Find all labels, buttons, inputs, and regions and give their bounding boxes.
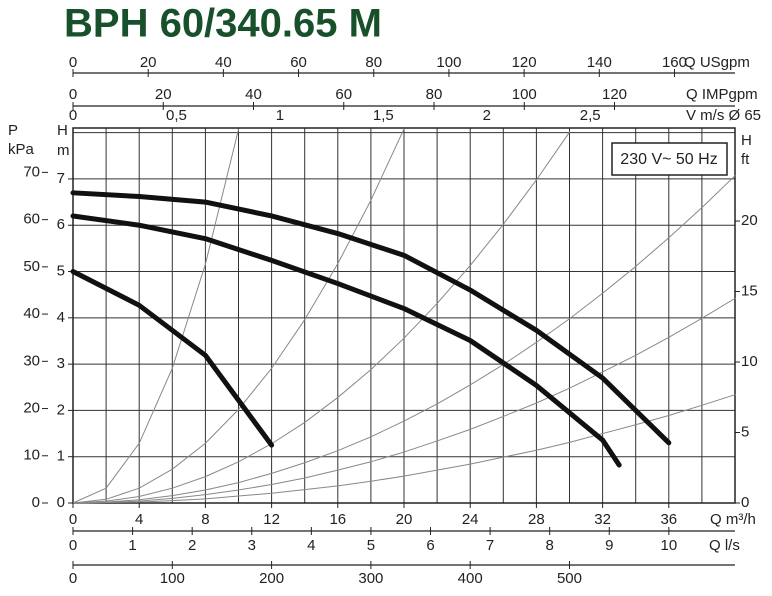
axis-tick-label: 60 <box>290 54 307 71</box>
axis-tick-label: 60 <box>335 86 352 103</box>
axis-tick-label: 10 <box>23 447 40 464</box>
axis-tick-label: 200 <box>259 570 284 587</box>
axis-tick-label: 1,5 <box>373 107 394 124</box>
axis-tick-label: 50 <box>23 258 40 275</box>
axis-tick-label: 10 <box>741 353 758 370</box>
axis-label: kPa <box>8 141 35 158</box>
axis-tick-label: 2 <box>483 107 491 124</box>
axis-label: V m/s Ø 65 <box>686 107 761 124</box>
axis-tick-label: 8 <box>546 537 554 554</box>
axis-tick-label: 40 <box>23 305 40 322</box>
axis-tick-label: 0,5 <box>166 107 187 124</box>
axis-tick-label: 0 <box>69 107 77 124</box>
axis-tick-label: 30 <box>23 352 40 369</box>
curve <box>70 190 672 446</box>
axis-tick-label: 2,5 <box>580 107 601 124</box>
axis-tick-label: 20 <box>23 400 40 417</box>
axis-tick-label: 0 <box>32 494 40 511</box>
axis-label: Q IMPgpm <box>686 86 758 103</box>
axis-label: H <box>741 132 752 149</box>
annotation: 230 V~ 50 Hz <box>620 151 717 168</box>
axis-tick-label: 3 <box>248 537 256 554</box>
axis-tick-label: 120 <box>512 54 537 71</box>
axis-tick-label: 140 <box>587 54 612 71</box>
axis-tick-label: 70 <box>23 163 40 180</box>
x-tick-label: 24 <box>462 511 479 528</box>
axis-tick-label: 500 <box>557 570 582 587</box>
axis-tick-label: 1 <box>276 107 284 124</box>
axis-tick-label: 120 <box>602 86 627 103</box>
y-tick-label: 5 <box>57 262 65 279</box>
y-tick-label: 2 <box>57 401 65 418</box>
y-axis-label: H <box>57 122 68 139</box>
axis-tick-label: 0 <box>69 54 77 71</box>
axis-tick-label: 15 <box>741 283 758 300</box>
annotation-box <box>611 142 728 176</box>
axis-tick-label: 60 <box>23 211 40 228</box>
x-axis-label: Q m³/h <box>710 511 756 528</box>
curve <box>72 297 736 504</box>
chart-title: BPH 60/340.65 M <box>64 2 382 46</box>
curve <box>72 175 736 504</box>
axis-tick-label: 20 <box>155 86 172 103</box>
axis-tick-label: 0 <box>69 86 77 103</box>
y-tick-label: 1 <box>57 448 65 465</box>
axis-tick-label: 5 <box>741 423 749 440</box>
axis-label: P <box>8 122 18 139</box>
curve <box>70 213 622 468</box>
y-tick-label: 7 <box>57 170 65 187</box>
x-tick-label: 4 <box>135 511 143 528</box>
curve <box>72 131 570 504</box>
y-tick-label: 0 <box>57 494 65 511</box>
axis-tick-label: 300 <box>358 570 383 587</box>
y-tick-label: 4 <box>57 309 65 326</box>
y-tick-label: 3 <box>57 355 65 372</box>
axis-tick-label: 9 <box>605 537 613 554</box>
axis-tick-label: 5 <box>367 537 375 554</box>
axis-tick-label: 20 <box>140 54 157 71</box>
curve <box>72 128 405 504</box>
curve <box>72 394 736 504</box>
y-axis-label: m <box>57 142 70 159</box>
axis-tick-label: 7 <box>486 537 494 554</box>
curve <box>70 269 275 448</box>
axis-label: Q USgpm <box>684 54 750 71</box>
x-tick-label: 12 <box>263 511 280 528</box>
axis-label: ft <box>741 151 750 168</box>
axis-tick-label: 40 <box>215 54 232 71</box>
axis-tick-label: 400 <box>458 570 483 587</box>
axis-tick-label: 20 <box>741 212 758 229</box>
axis-tick-label: 4 <box>307 537 315 554</box>
x-tick-label: 0 <box>69 511 77 528</box>
axis-tick-label: 40 <box>245 86 262 103</box>
axis-tick-label: 2 <box>188 537 196 554</box>
x-tick-label: 32 <box>594 511 611 528</box>
axis-tick-label: 0 <box>69 537 77 554</box>
x-tick-label: 20 <box>396 511 413 528</box>
axis-tick-label: 80 <box>365 54 382 71</box>
y-tick-label: 6 <box>57 216 65 233</box>
axis-tick-label: 100 <box>512 86 537 103</box>
axis-tick-label: 10 <box>661 537 678 554</box>
x-tick-label: 8 <box>201 511 209 528</box>
x-tick-label: 28 <box>528 511 545 528</box>
axis-label: Q l/s <box>709 537 740 554</box>
axis-tick-label: 100 <box>436 54 461 71</box>
axis-tick-label: 80 <box>426 86 443 103</box>
axis-tick-label: 6 <box>426 537 434 554</box>
x-tick-label: 36 <box>660 511 677 528</box>
x-tick-label: 16 <box>329 511 346 528</box>
axis-tick-label: 0 <box>741 494 749 511</box>
axis-tick-label: 0 <box>69 570 77 587</box>
axis-tick-label: 100 <box>160 570 185 587</box>
axis-tick-label: 160 <box>662 54 687 71</box>
axis-tick-label: 1 <box>128 537 136 554</box>
